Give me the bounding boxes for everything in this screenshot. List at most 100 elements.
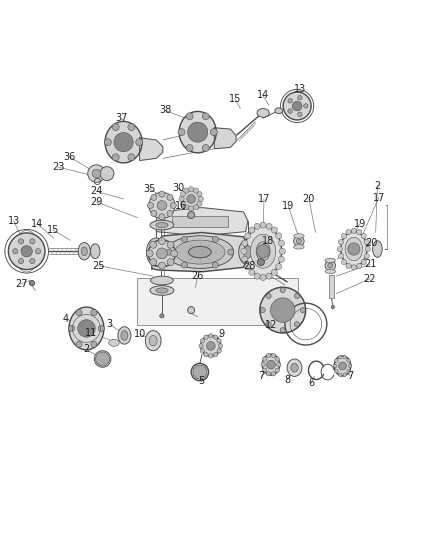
Circle shape	[166, 249, 172, 255]
Circle shape	[257, 259, 264, 265]
Circle shape	[265, 293, 271, 298]
Text: 18: 18	[261, 236, 274, 246]
Circle shape	[76, 310, 82, 316]
Polygon shape	[214, 128, 236, 149]
Circle shape	[342, 356, 346, 359]
Circle shape	[334, 359, 338, 362]
Bar	[171, 216, 228, 227]
Ellipse shape	[261, 354, 279, 375]
Circle shape	[184, 188, 188, 193]
Circle shape	[98, 325, 104, 332]
Circle shape	[188, 187, 193, 192]
Circle shape	[196, 201, 201, 206]
Ellipse shape	[256, 109, 268, 117]
Circle shape	[356, 230, 361, 235]
Circle shape	[293, 322, 299, 327]
Ellipse shape	[238, 239, 256, 265]
Circle shape	[345, 230, 350, 235]
Circle shape	[13, 248, 18, 254]
Circle shape	[208, 354, 212, 358]
Ellipse shape	[155, 222, 168, 228]
Ellipse shape	[296, 239, 301, 244]
Text: 9: 9	[218, 329, 224, 339]
Circle shape	[287, 109, 292, 114]
Ellipse shape	[109, 340, 119, 346]
Circle shape	[147, 203, 153, 208]
Text: 12: 12	[264, 320, 276, 330]
Circle shape	[208, 334, 212, 338]
Circle shape	[338, 362, 346, 370]
Circle shape	[259, 308, 265, 313]
Circle shape	[203, 335, 208, 340]
Circle shape	[181, 262, 187, 268]
Circle shape	[146, 250, 153, 257]
Text: 19: 19	[353, 219, 365, 229]
Circle shape	[227, 249, 233, 255]
Text: 2: 2	[374, 181, 380, 191]
Circle shape	[114, 133, 133, 152]
Text: 28: 28	[242, 261, 255, 271]
Circle shape	[241, 256, 247, 262]
Text: 38: 38	[159, 106, 171, 115]
Bar	[136, 278, 297, 325]
Circle shape	[151, 195, 157, 200]
Text: 6: 6	[307, 378, 314, 389]
Circle shape	[100, 167, 114, 181]
Circle shape	[198, 196, 203, 201]
Circle shape	[262, 357, 266, 361]
Circle shape	[18, 239, 24, 244]
Circle shape	[187, 306, 194, 313]
Text: 20: 20	[302, 194, 314, 204]
Circle shape	[259, 222, 265, 228]
Circle shape	[241, 240, 247, 246]
Circle shape	[158, 238, 165, 245]
Circle shape	[127, 154, 134, 161]
Circle shape	[350, 265, 356, 270]
Circle shape	[262, 368, 266, 373]
Circle shape	[91, 341, 97, 348]
Circle shape	[212, 262, 218, 268]
Circle shape	[186, 113, 193, 120]
Circle shape	[200, 338, 204, 343]
Ellipse shape	[69, 307, 104, 350]
Circle shape	[265, 273, 272, 279]
Circle shape	[338, 356, 341, 359]
Circle shape	[303, 104, 307, 108]
Circle shape	[254, 223, 260, 229]
Text: 35: 35	[143, 184, 155, 194]
Ellipse shape	[120, 330, 127, 340]
Circle shape	[95, 352, 110, 366]
Circle shape	[275, 357, 279, 361]
Circle shape	[342, 373, 346, 376]
Circle shape	[206, 342, 215, 350]
Circle shape	[254, 273, 260, 279]
Ellipse shape	[117, 327, 131, 344]
Circle shape	[198, 344, 203, 348]
Circle shape	[88, 165, 105, 182]
Ellipse shape	[290, 364, 297, 372]
Ellipse shape	[105, 122, 142, 163]
Circle shape	[266, 360, 275, 369]
Circle shape	[78, 320, 95, 337]
Circle shape	[259, 274, 265, 280]
Ellipse shape	[145, 330, 161, 351]
Ellipse shape	[157, 200, 166, 210]
Circle shape	[297, 95, 301, 100]
Text: 15: 15	[228, 94, 240, 103]
Text: 20: 20	[364, 238, 377, 247]
Ellipse shape	[151, 245, 161, 259]
Text: 30: 30	[172, 183, 184, 193]
Ellipse shape	[150, 276, 173, 285]
Circle shape	[202, 113, 209, 120]
Circle shape	[347, 364, 351, 368]
Text: 11: 11	[85, 328, 97, 338]
Ellipse shape	[148, 192, 175, 219]
Circle shape	[287, 99, 292, 103]
Circle shape	[167, 241, 173, 248]
Ellipse shape	[274, 108, 282, 114]
Circle shape	[279, 328, 285, 333]
Polygon shape	[156, 208, 247, 236]
Ellipse shape	[259, 287, 305, 333]
Circle shape	[350, 228, 356, 233]
Circle shape	[92, 169, 101, 178]
